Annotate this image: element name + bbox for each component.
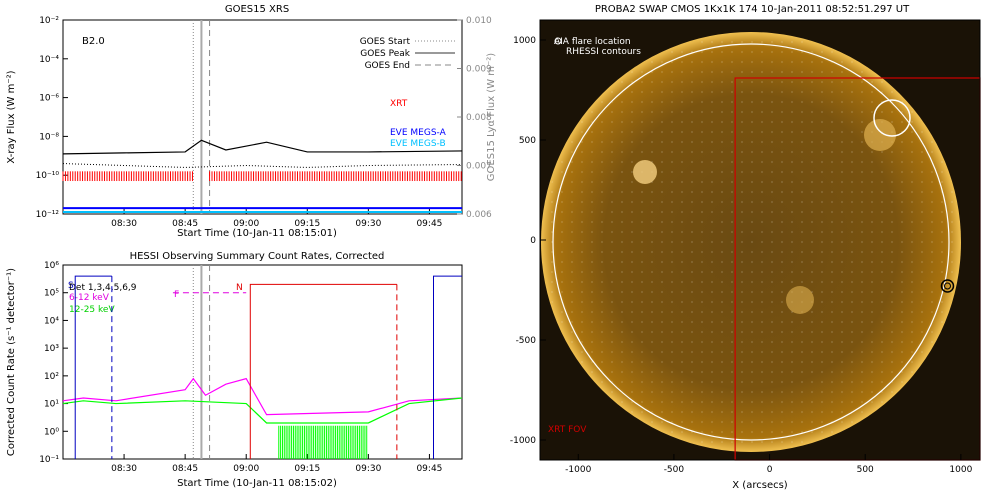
legend-6-12: 6-12 keV [69,293,110,303]
goes-x-tick-label: 09:00 [233,219,259,229]
hessi-y-tick-label: 10² [44,372,59,382]
active-region [633,160,657,184]
hessi-y-tick-label: 10⁵ [44,289,59,299]
goes-title: GOES15 XRS [225,4,289,15]
goes-ylabel: X-ray Flux (W m⁻²) [6,70,17,163]
legend-12-25: 12-25 keV [69,305,115,315]
swap-y-tick-label: -500 [516,336,537,346]
rhessi-contour-inner [943,282,951,290]
aia-legend-marker [554,37,562,45]
legend-goes-start: GOES Start [360,37,411,47]
hessi-y-tick-label: 10³ [44,344,59,354]
swap-x-tick-label: 0 [767,465,773,475]
goes-xlabel: Start Time (10-Jan-11 08:15:01) [177,228,337,239]
hessi-frame [62,264,463,460]
goes-yright-tick-label: 0.008 [466,113,492,123]
active-region [864,119,896,151]
hessi-y-tick-label: 10⁴ [44,316,59,326]
swap-title: PROBA2 SWAP CMOS 1Kx1K 174 10-Jan-2011 0… [595,4,910,15]
rhessi-contour [940,279,955,293]
goes-y-tick-label: 10⁻⁶ [39,94,59,104]
swap-y-tick-label: 1000 [513,36,536,46]
legend-det: Det 1,3,4,5,6,9 [69,283,137,293]
swap-x-tick-label: -500 [664,465,685,475]
hessi-panel: HESSI Observing Summary Count Rates, Cor… [6,251,463,489]
xrt-fov-label: XRT FOV [548,425,587,435]
goes-yright-tick-label: 0.009 [466,65,492,75]
goes-class-label: B2.0 [82,36,105,47]
goes-x-tick-label: 08:45 [172,219,198,229]
swap-y-tick-label: 0 [530,236,536,246]
hessi-xlabel: Start Time (10-Jan-11 08:15:02) [177,478,337,489]
hessi-ylabel: Corrected Count Rate (s⁻¹ detector⁻¹) [6,268,17,456]
goes-yright-tick-label: 0.006 [466,210,492,220]
hessi-flag-s: S [68,281,74,291]
hessi-x-tick-label: 09:15 [294,464,320,474]
hessi-title: HESSI Observing Summary Count Rates, Cor… [130,251,385,262]
hessi-x-tick-label: 08:45 [172,464,198,474]
aia-flare-circle [873,99,911,137]
goes-series-line [62,163,463,168]
hessi-y-tick-label: 10⁶ [44,261,59,271]
hessi-x-tick-label: 09:30 [355,464,381,474]
hessi-flag-f: F [174,290,179,300]
hessi-series-line [62,377,463,416]
goes-y-tick-label: 10⁻¹⁰ [36,171,60,181]
limb-circle [552,43,950,441]
hessi-flag-n: N [236,283,243,293]
rhessi-contours-label: RHESSI contours [566,47,641,57]
goes-x-tick-label: 09:15 [294,219,320,229]
goes-y-tick-label: 10⁻⁴ [39,55,59,65]
goes-y-tick-label: 10⁻¹² [36,210,60,220]
swap-y-tick-label: 500 [519,136,536,146]
aia-flare-label: AIA flare location [554,37,631,47]
heliographic-grid [543,34,959,450]
legend-goes-peak: GOES Peak [360,49,410,59]
hessi-series-line [62,397,463,424]
swap-y-tick-label: -1000 [510,436,536,446]
eve-megs-a-annotation: EVE MEGS-A [390,128,447,138]
goes-yright-tick-label: 0.007 [466,162,492,172]
xrt-annotation: XRT [390,99,408,109]
goes-x-tick-label: 09:45 [416,219,442,229]
hessi-x-tick-label: 09:00 [233,464,259,474]
swap-x-tick-label: 1000 [949,465,972,475]
saa-state-line [74,275,112,459]
hessi-y-tick-label: 10⁰ [44,427,59,437]
hessi-y-tick-label: 10¹ [44,400,59,410]
goes-ylabel-right: GOES15 Lyα Flux (W m⁻²) [486,53,497,181]
legend-goes-end: GOES End [365,61,410,71]
goes-panel: GOES15 XRS 10⁻¹² 10⁻¹⁰ 10⁻⁸ 10⁻⁶ 10⁻⁴ 10⁻² 0.… [6,4,497,239]
saa-state-line-2 [433,275,462,459]
swap-x-tick-label: 500 [857,465,874,475]
goes-y-tick-label: 10⁻² [39,16,59,26]
goes-x-tick-label: 08:30 [111,219,137,229]
goes-series-line [62,139,463,155]
night-state-line [249,283,397,459]
goes-y-tick-label: 10⁻⁸ [39,132,59,142]
goes-yright-tick-label: 0.010 [466,16,492,26]
hessi-x-tick-label: 09:45 [416,464,442,474]
goes-x-tick-label: 09:30 [355,219,381,229]
swap-xlabel: X (arcsecs) [732,480,788,491]
hessi-y-tick-label: 10⁻¹ [39,455,59,465]
eve-megs-b-annotation: EVE MEGS-B [390,139,446,149]
swap-panel: PROBA2 SWAP CMOS 1Kx1K 174 10-Jan-2011 0… [510,4,981,491]
swap-x-tick-label: -1000 [565,465,591,475]
active-region [786,286,814,314]
hessi-x-tick-label: 08:30 [111,464,137,474]
